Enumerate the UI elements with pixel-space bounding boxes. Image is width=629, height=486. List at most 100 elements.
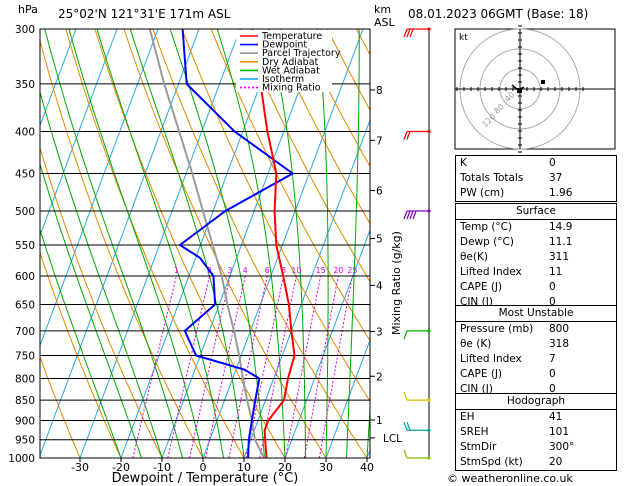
wind-barb-feather [412, 210, 417, 220]
surface-title: Surface [456, 204, 616, 220]
isotherm-line [79, 29, 241, 458]
isotherm-line [325, 338, 370, 458]
surface-row: Lifted Index 11 [460, 266, 563, 278]
isotherm-line [284, 228, 370, 458]
km-tick-label: 4 [376, 280, 383, 292]
hodograph-marker [517, 88, 522, 93]
x-tick-label: -20 [112, 461, 130, 474]
x-axis-label: Dewpoint / Temperature (°C) [112, 471, 299, 486]
x-tick-label: 0 [200, 461, 207, 474]
mixing-ratio-line [132, 275, 177, 458]
mixing-ratio-value-label: 4 [243, 266, 248, 275]
dry-adiabat-line [40, 355, 81, 458]
isotherm-line [120, 29, 282, 458]
hodograph-row: SREH 101 [460, 426, 570, 438]
km-tick-label: LCL [383, 433, 402, 445]
copyright-text: © weatheronline.co.uk [447, 472, 573, 485]
wind-barb-dot [427, 456, 431, 460]
km-tick-label: 7 [376, 135, 383, 147]
wind-barb-feather [403, 210, 408, 220]
legend-label: Mixing Ratio [262, 83, 321, 94]
dry-adiabat-line [152, 29, 368, 458]
mixing-ratio-value-label: 8 [281, 266, 286, 275]
x-tick-label: 40 [360, 461, 374, 474]
unstable-row: θe (K) 318 [460, 338, 570, 350]
x-tick-label: 10 [237, 461, 251, 474]
unstable-row: CIN (J) 0 [460, 383, 556, 395]
wet-adiabat-line [346, 29, 360, 458]
km-tick-label: 8 [376, 85, 383, 97]
mixing-ratio-value-label: 25 [347, 266, 357, 275]
x-tick-label: -30 [71, 461, 89, 474]
x-tick-label: 30 [319, 461, 333, 474]
wind-barbs [403, 27, 431, 460]
temperature-line [251, 29, 296, 458]
pressure-tick-label: 700 [15, 326, 35, 338]
hodograph-title: Hodograph [456, 394, 616, 410]
legend-label: Dry Adiabat [262, 57, 319, 68]
pressure-tick-label: 350 [15, 79, 35, 91]
pressure-tick-label: 850 [15, 395, 35, 407]
profile-lines [148, 29, 296, 458]
unstable-row: Pressure (mb) 800 [460, 323, 570, 335]
hodograph-unit: kt [459, 33, 468, 43]
mixing-ratio-value-label: 1 [174, 266, 179, 275]
pressure-tick-label: 750 [15, 351, 35, 363]
surface-row: Temp (°C) 14.9 [460, 221, 573, 233]
isotherm-line [40, 29, 77, 127]
km-tick-label: 5 [376, 233, 383, 245]
wind-barb-dot [427, 398, 431, 402]
parcel-trajectory-line [148, 29, 265, 458]
surface-table: Surface Temp (°C) 14.9 Dewp (°C) 11.1 θe(K… [455, 203, 617, 311]
wind-barb-feather [409, 28, 414, 38]
datetime-label: 08.01.2023 06GMT (Base: 18) [408, 7, 588, 21]
most-unstable-table: Most Unstable Pressure (mb) 800 θe (K) 318… [455, 305, 617, 398]
hodograph-storm-motion [541, 80, 545, 84]
wind-barb-feather [409, 210, 414, 220]
hodograph-table: Hodograph EH 41 SREH 101 StmDir 300° StmSpd… [455, 393, 617, 471]
unstable-row: Lifted Index 7 [460, 353, 556, 365]
mixing-ratio-value-label: 10 [291, 266, 301, 275]
pressure-tick-label: 950 [15, 435, 35, 447]
pressure-tick-label: 450 [15, 169, 35, 181]
pressure-tick-label: 800 [15, 374, 35, 386]
km-tick-label: 1 [376, 415, 383, 427]
wind-barb-feather [403, 330, 408, 340]
wind-barb-dot [427, 428, 431, 432]
isotherm-line [40, 29, 200, 457]
pressure-tick-label: 500 [15, 206, 35, 218]
km-tick-label: 6 [376, 186, 383, 198]
hodograph-row: StmSpd (kt) 20 [460, 456, 563, 468]
isotherm-line [161, 29, 323, 458]
mixing-ratio-value-label: 6 [265, 266, 270, 275]
km-tick-label: 3 [376, 326, 383, 338]
surface-row: Dewp (°C) 11.1 [460, 236, 573, 248]
unstable-row: CAPE (J) 0 [460, 368, 556, 380]
mixing-ratio-value-label: 15 [316, 266, 326, 275]
km-tick-label: 2 [376, 371, 383, 383]
dry-adiabat-line [239, 29, 370, 283]
isobar-lines [40, 28, 370, 459]
wet-adiabat-line [169, 29, 265, 458]
legend-label: Parcel Trajectory [262, 48, 341, 59]
wind-barb-feather [403, 131, 408, 140]
wind-barb-feather [406, 28, 411, 38]
x-tick-label: 20 [278, 461, 292, 474]
legend-label: Isotherm [262, 74, 304, 85]
wind-barb-feather [403, 28, 408, 38]
wind-barb-feather [406, 131, 411, 140]
hpa-label: hPa [18, 3, 38, 16]
wind-barb-feather [406, 422, 411, 431]
hodograph-row: EH 41 [460, 411, 563, 423]
legend-label: Wet Adiabat [262, 65, 320, 76]
pressure-tick-label: 400 [15, 127, 35, 139]
mixing-ratio-value-label: 20 [333, 266, 343, 275]
hodograph-row: StmDir 300° [460, 441, 575, 453]
legend-label: Temperature [261, 31, 322, 42]
surface-row: θe(K) 311 [460, 251, 570, 263]
pressure-tick-label: 600 [15, 271, 35, 283]
